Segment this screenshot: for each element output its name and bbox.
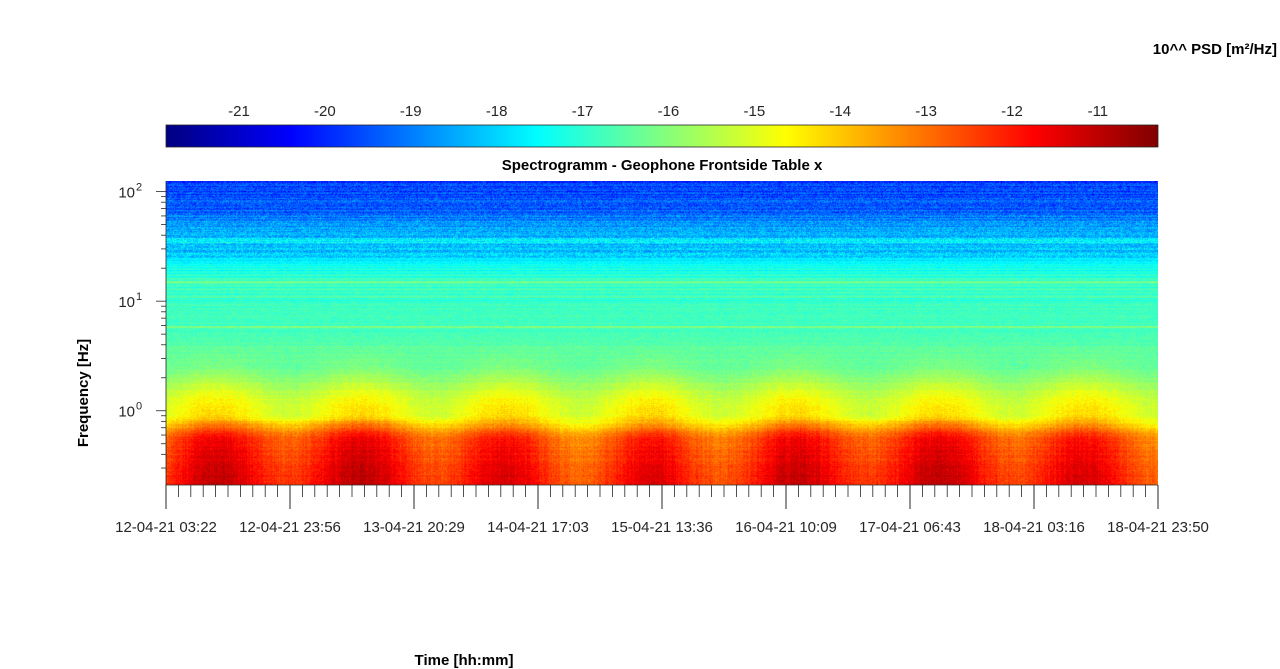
x-tick-label: 13-04-21 20:29: [363, 519, 465, 536]
y-tick-exponent: 2: [136, 182, 142, 194]
x-tick-label: 18-04-21 23:50: [1107, 519, 1209, 536]
colorbar-tick-label: -21: [228, 103, 250, 120]
colorbar-tick-label: -15: [743, 103, 765, 120]
colorbar-label: 10^^ PSD [m²/Hz]: [1153, 41, 1277, 58]
colorbar: [165, 124, 1159, 148]
colorbar-tick-label: -11: [1088, 103, 1109, 120]
spectrogram-heatmap: [166, 181, 1158, 485]
colorbar-tick-label: -19: [400, 103, 422, 120]
y-tick-exponent: 1: [136, 291, 142, 303]
colorbar-tick-label: -18: [486, 103, 508, 120]
x-tick-label: 12-04-21 03:22: [115, 519, 217, 536]
x-axis-label: Time [hh:mm]: [415, 652, 514, 669]
y-tick-label: 10: [118, 185, 135, 202]
colorbar-tick-label: -14: [829, 103, 851, 120]
y-tick-exponent: 0: [136, 401, 142, 413]
colorbar-tick-label: -16: [658, 103, 680, 120]
x-tick-label: 18-04-21 03:16: [983, 519, 1085, 536]
x-tick-label: 15-04-21 13:36: [611, 519, 713, 536]
y-tick-label: 10: [118, 294, 135, 311]
x-tick-label: 14-04-21 17:03: [487, 519, 589, 536]
x-tick-label: 12-04-21 23:56: [239, 519, 341, 536]
x-axis: 12-04-21 03:22 12-04-21 23:56 13-04-21 20:…: [115, 484, 1209, 536]
colorbar-tick-label: -13: [915, 103, 937, 120]
x-tick-label: 16-04-21 10:09: [735, 519, 837, 536]
colorbar-tick-label: -17: [572, 103, 594, 120]
colorbar-tick-label: -12: [1001, 103, 1023, 120]
y-tick-label: 10: [118, 404, 135, 421]
chart-title: Spectrogramm - Geophone Frontside Table …: [502, 157, 823, 174]
colorbar-tick-label: -20: [314, 103, 336, 120]
x-tick-label: 17-04-21 06:43: [859, 519, 961, 536]
y-axis-label: Frequency [Hz]: [75, 339, 92, 447]
